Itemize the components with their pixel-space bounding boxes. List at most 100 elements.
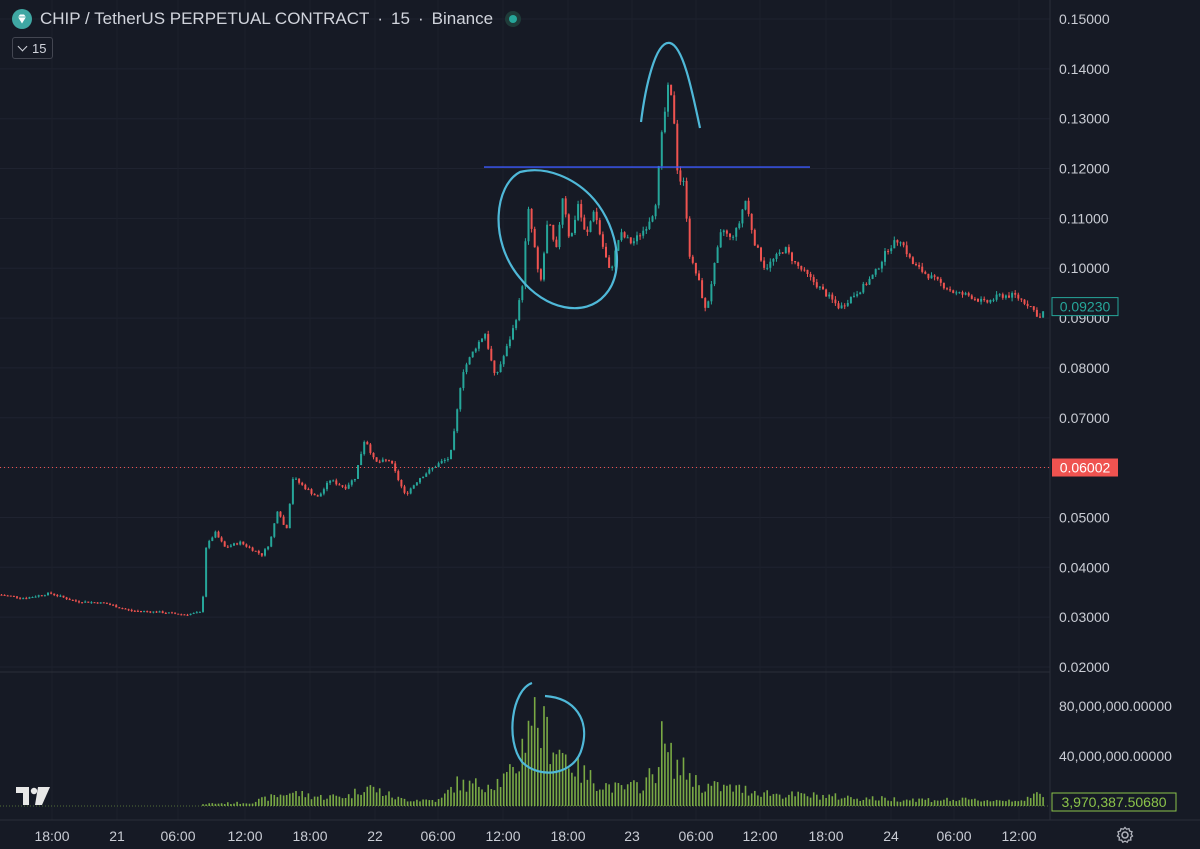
candle-body: [998, 294, 1001, 296]
time-axis[interactable]: 18:00 21 06:00 12:00 18:00 22 06:00 12:00 18:00 2…: [34, 828, 1036, 844]
price-axis[interactable]: 0.15000 0.14000 0.13000 0.12000 0.11000 0.100…: [1059, 11, 1110, 675]
volume-bar: [620, 785, 623, 806]
exchange-name[interactable]: Binance: [431, 9, 494, 28]
volume-bar: [794, 796, 796, 806]
volume-bar: [859, 800, 861, 806]
volume-bar: [732, 791, 734, 806]
market-status-dot-icon[interactable]: [505, 11, 522, 27]
diamond-icon[interactable]: [12, 9, 32, 29]
volume-circle-drawing[interactable]: [511, 681, 586, 774]
volume-bar: [357, 794, 359, 806]
tradingview-logo-icon[interactable]: [16, 787, 50, 810]
candle-body: [214, 531, 217, 538]
candle-body: [62, 595, 65, 598]
volume-bar: [998, 800, 1001, 806]
candle-body: [375, 457, 378, 462]
candle-body: [787, 247, 790, 253]
volume-bar: [347, 794, 350, 806]
candle-body: [515, 320, 518, 329]
volume-bar: [214, 803, 217, 806]
volume-bar: [561, 752, 564, 806]
candle-body: [936, 276, 939, 280]
volume-bar: [769, 795, 772, 806]
volume-bar: [316, 796, 319, 806]
candle-body: [741, 209, 744, 224]
interval-dropdown-button[interactable]: 15: [12, 37, 54, 59]
volume-bar: [698, 785, 700, 806]
candle-body: [586, 229, 589, 232]
volume-bar: [496, 778, 499, 806]
volume-bar: [549, 764, 551, 806]
candle-body: [257, 550, 260, 554]
volume-bar: [747, 795, 750, 806]
candle-body: [437, 463, 440, 467]
candle-body: [118, 607, 121, 609]
volume-bar: [586, 779, 589, 806]
candle-body: [856, 294, 859, 296]
legend-interval[interactable]: 15: [391, 9, 410, 28]
volume-bar: [422, 799, 424, 806]
volume-bar: [626, 784, 629, 806]
volume-bar: [884, 797, 886, 806]
volume-axis[interactable]: 80,000,000.00000 40,000,000.00000: [1059, 698, 1172, 764]
volume-bar: [657, 767, 660, 806]
candle-body: [347, 484, 350, 489]
candle-body: [915, 264, 917, 266]
volume-bar: [738, 784, 741, 806]
svg-text:0.06002: 0.06002: [1060, 460, 1111, 476]
symbol-name[interactable]: CHIP / TetherUS PERPETUAL CONTRACT: [40, 9, 370, 28]
volume-bar: [459, 790, 462, 806]
volume-bar: [450, 786, 452, 806]
candle-body: [279, 511, 282, 517]
candle-body: [270, 536, 273, 547]
candle-body: [933, 275, 936, 277]
candle-body: [502, 356, 505, 365]
volume-bar: [819, 799, 821, 806]
volume-bar: [543, 706, 545, 806]
highlight-circle-drawing[interactable]: [497, 169, 619, 310]
candle-body: [840, 305, 843, 309]
candle-body: [456, 409, 459, 432]
volume-bar: [313, 796, 316, 806]
candle-body: [716, 247, 719, 263]
candle-body: [446, 459, 449, 461]
volume-bar: [254, 801, 257, 806]
volume-bar: [487, 784, 489, 806]
candle-body: [384, 459, 387, 461]
volume-bar: [326, 798, 328, 806]
peak-arc-drawing[interactable]: [639, 41, 702, 129]
candle-body: [233, 543, 235, 546]
candle-body: [750, 213, 753, 230]
volume-bar: [772, 794, 775, 806]
candle-body: [642, 230, 645, 236]
candle-body: [877, 268, 880, 270]
volume-bar: [304, 797, 307, 806]
settings-gear-icon[interactable]: [1116, 826, 1134, 849]
candle-body: [198, 611, 201, 613]
candle-body: [177, 613, 180, 615]
candle-body: [546, 224, 549, 254]
candle-body: [685, 180, 688, 219]
candle-body: [874, 269, 877, 275]
volume-bar: [571, 772, 573, 806]
volume-bar: [614, 782, 617, 806]
separator: ·: [377, 9, 384, 28]
candle-body: [493, 360, 496, 373]
price-tick-label: 0.14000: [1059, 61, 1110, 77]
volume-bar: [648, 768, 651, 806]
candle-body: [115, 605, 118, 608]
candle-body: [626, 237, 629, 239]
volume-bar: [580, 782, 582, 806]
candle-body: [251, 547, 254, 551]
volume-bar: [623, 789, 626, 806]
candle-body: [326, 482, 328, 490]
volume-bar: [927, 798, 930, 806]
candle-body: [288, 503, 291, 529]
candle-body: [369, 444, 372, 453]
volume-bar: [778, 794, 781, 806]
volume-bar: [248, 803, 251, 806]
volume-bar: [719, 791, 722, 806]
price-tick-label: 0.07000: [1059, 410, 1110, 426]
